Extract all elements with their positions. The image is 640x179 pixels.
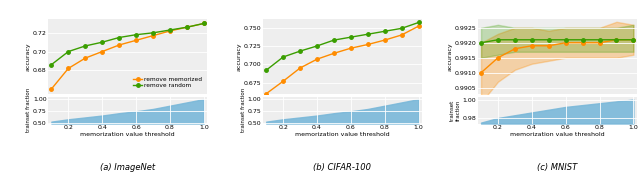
Legend: remove memorized, remove random: remove memorized, remove random <box>131 75 204 91</box>
Y-axis label: accuracy: accuracy <box>447 42 452 71</box>
Y-axis label: accuracy: accuracy <box>237 42 242 71</box>
X-axis label: memorization value threshold: memorization value threshold <box>510 132 605 137</box>
X-axis label: memorization value threshold: memorization value threshold <box>295 132 390 137</box>
Text: (a) ImageNet: (a) ImageNet <box>100 163 155 172</box>
Y-axis label: trainset fraction: trainset fraction <box>241 88 246 132</box>
Y-axis label: trainset
fraction: trainset fraction <box>450 100 460 121</box>
Y-axis label: trainset fraction: trainset fraction <box>26 88 31 132</box>
X-axis label: memorization value threshold: memorization value threshold <box>80 132 175 137</box>
Y-axis label: accuracy: accuracy <box>26 42 31 71</box>
Text: (b) CIFAR-100: (b) CIFAR-100 <box>314 163 371 172</box>
Text: (c) MNIST: (c) MNIST <box>537 163 577 172</box>
